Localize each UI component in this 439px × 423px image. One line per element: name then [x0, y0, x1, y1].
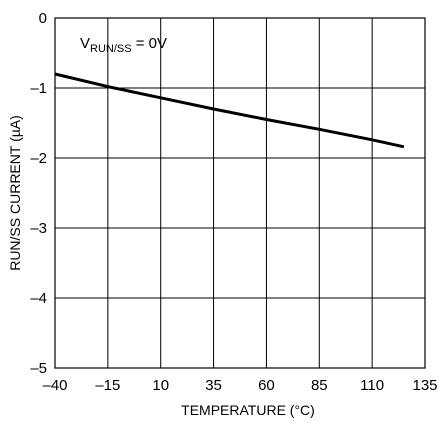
x-tick-labels: –40 –15 10 35 60 85 110 135	[42, 377, 437, 394]
x-tick-label: 35	[205, 377, 222, 394]
x-axis-title: TEMPERATURE (°C)	[181, 402, 315, 418]
y-tick-label: –4	[30, 290, 47, 307]
x-tick-label: 135	[412, 377, 437, 394]
y-tick-label: –1	[30, 80, 47, 97]
y-tick-label: 0	[39, 10, 47, 27]
condition-annotation: VRUN/SS = 0V	[80, 35, 167, 55]
y-tick-labels: 0 –1 –2 –3 –4 –5	[30, 10, 47, 377]
x-tick-label: 10	[152, 377, 169, 394]
y-tick-label: –2	[30, 150, 47, 167]
plot-border	[54, 17, 426, 369]
y-axis-title: RUN/SS CURRENT (µA)	[7, 115, 23, 271]
series-group	[54, 72, 405, 149]
annotation-subscript: RUN/SS	[90, 43, 132, 55]
x-tick-label: –15	[95, 377, 120, 394]
annotation-suffix: = 0V	[132, 35, 167, 52]
y-tick-label: –3	[30, 220, 47, 237]
annotation-prefix: V	[80, 35, 90, 52]
x-tick-label: 85	[311, 377, 328, 394]
x-tick-label: 110	[360, 377, 384, 394]
grid	[54, 17, 426, 369]
x-tick-label: 60	[258, 377, 275, 394]
y-tick-label: –5	[30, 360, 47, 377]
x-tick-label: –40	[42, 377, 67, 394]
series-line	[54, 72, 405, 149]
plot-frame	[54, 17, 426, 369]
